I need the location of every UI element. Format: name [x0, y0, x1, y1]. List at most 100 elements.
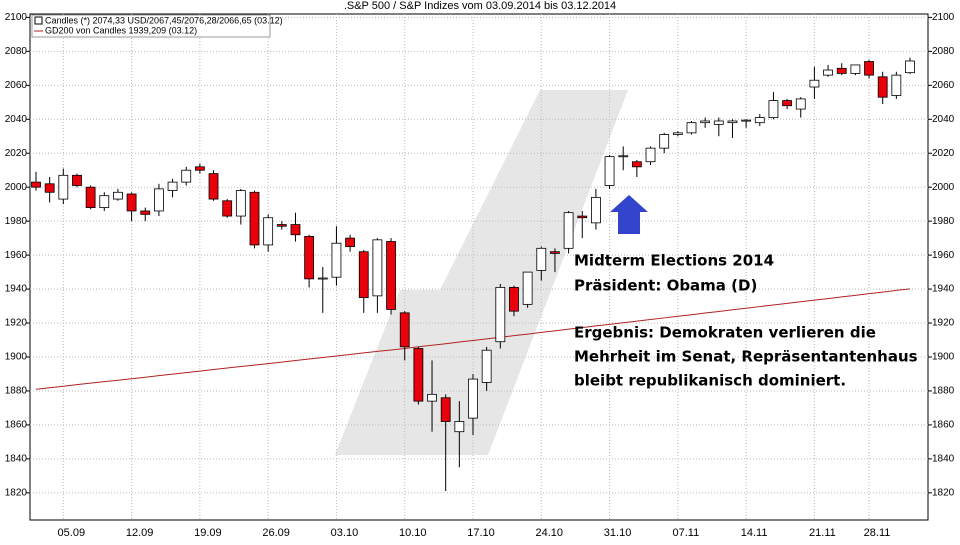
candle-body — [686, 122, 697, 134]
candle-body — [413, 348, 424, 402]
candle-body — [631, 161, 642, 168]
candle-body — [741, 119, 752, 122]
y-tick-label: 1980 — [5, 216, 28, 227]
candle-body — [645, 147, 656, 163]
y-tick-label: 2100 — [5, 12, 28, 23]
candle-body — [154, 188, 164, 212]
grid: 1820 1820 1840 1840 1860 1860 1880 1880 1900 1900… — [5, 12, 955, 539]
candle-body — [399, 312, 410, 348]
candle-body — [754, 117, 765, 124]
candle-body — [727, 120, 738, 124]
x-tick-label: 24.10 — [536, 527, 564, 539]
candle-body — [850, 64, 861, 74]
candle-body — [836, 67, 847, 74]
candle-body — [563, 212, 574, 249]
x-tick-label: 19.09 — [194, 527, 222, 539]
candle-body — [331, 242, 342, 278]
candle-body — [577, 215, 588, 219]
candle-body — [372, 239, 383, 297]
candle-body — [249, 191, 260, 246]
y-tick-label: 2060 — [932, 80, 955, 91]
y-tick-label: 2020 — [932, 148, 955, 159]
annotation: Präsident: Obama (D) — [574, 277, 757, 295]
x-tick-label: 10.10 — [399, 527, 427, 539]
candle-body — [31, 181, 41, 188]
y-tick-label: 1820 — [932, 487, 955, 498]
candle-body — [85, 186, 96, 208]
candle-body — [167, 181, 178, 191]
y-tick-label: 1940 — [932, 284, 955, 295]
y-tick-label: 1900 — [932, 352, 955, 363]
candle-body — [509, 286, 519, 312]
candle-body — [113, 191, 123, 200]
arrow — [610, 195, 648, 234]
x-tick-label: 07.11 — [672, 527, 699, 539]
candle-body — [276, 224, 287, 227]
candle-body — [700, 120, 711, 124]
y-tick-label: 2020 — [5, 148, 28, 159]
candle-body — [659, 134, 670, 149]
candle-body — [181, 169, 192, 183]
x-tick-label: 05.09 — [58, 527, 86, 539]
candle-body — [263, 217, 274, 246]
legend-label: GD200 von Candles 1939,209 (03.12) — [45, 25, 197, 35]
y-tick-label: 1840 — [5, 454, 28, 465]
x-tick-label: 12.09 — [126, 527, 154, 539]
candle-body — [495, 286, 506, 343]
y-tick-label: 2080 — [932, 46, 955, 57]
y-tick-label: 1860 — [5, 420, 28, 431]
candle-body — [809, 79, 820, 88]
candle-body — [481, 349, 492, 383]
x-tick-label: 31.10 — [604, 527, 632, 539]
candle-body — [618, 155, 629, 158]
candle-body — [126, 193, 137, 212]
y-tick-label: 2040 — [5, 114, 28, 125]
y-tick-label: 1900 — [5, 352, 28, 363]
candle-body — [823, 69, 833, 76]
candle-body — [358, 251, 369, 298]
x-tick-label: 21.11 — [809, 527, 836, 539]
candle-body — [427, 393, 437, 402]
y-tick-label: 2100 — [932, 12, 955, 23]
legend-swatch — [34, 16, 43, 25]
y-tick-label: 1820 — [5, 487, 28, 498]
marks — [31, 57, 915, 492]
x-tick-label: 14.11 — [741, 527, 768, 539]
candle-body — [672, 132, 683, 135]
candle-body — [877, 76, 888, 98]
candle-body — [454, 421, 465, 433]
y-tick-label: 1960 — [5, 250, 28, 261]
candle-body — [591, 196, 601, 224]
gd200-line — [35, 288, 911, 390]
legend — [31, 14, 271, 38]
candle-body — [795, 98, 806, 110]
candle-body — [550, 251, 560, 254]
candle-body — [905, 60, 915, 74]
annotation: Mehrheit im Senat, Repräsentantenhaus — [574, 348, 918, 366]
chart-title: .S&P 500 / S&P Indizes vom 03.09.2014 bi… — [344, 0, 616, 12]
candle-body — [768, 100, 779, 118]
y-tick-label: 1980 — [932, 216, 955, 227]
candle-body — [235, 190, 246, 217]
x-tick-label: 26.09 — [262, 527, 290, 539]
x-tick-label: 28.11 — [864, 527, 891, 539]
candle-body — [345, 237, 355, 248]
candle-body — [72, 174, 82, 186]
y-tick-label: 1880 — [932, 386, 955, 397]
y-tick-label: 2040 — [932, 114, 955, 125]
x-tick-label: 17.10 — [467, 527, 495, 539]
candle-body — [222, 200, 233, 217]
legend-label: Candles (*) 2074,33 USD/2067,45/2076,28/… — [45, 15, 283, 25]
candle-body — [713, 120, 724, 125]
candle-body — [99, 195, 110, 208]
annotation: bleibt republikanisch dominiert. — [574, 372, 846, 390]
y-tick-label: 2000 — [932, 182, 955, 193]
candle-body — [536, 247, 547, 271]
watermark — [335, 90, 628, 455]
candle-body — [58, 174, 69, 200]
y-tick-label: 2080 — [5, 46, 28, 57]
candle-body — [194, 166, 205, 171]
x-tick-label: 03.10 — [331, 527, 359, 539]
candle-body — [468, 378, 478, 419]
